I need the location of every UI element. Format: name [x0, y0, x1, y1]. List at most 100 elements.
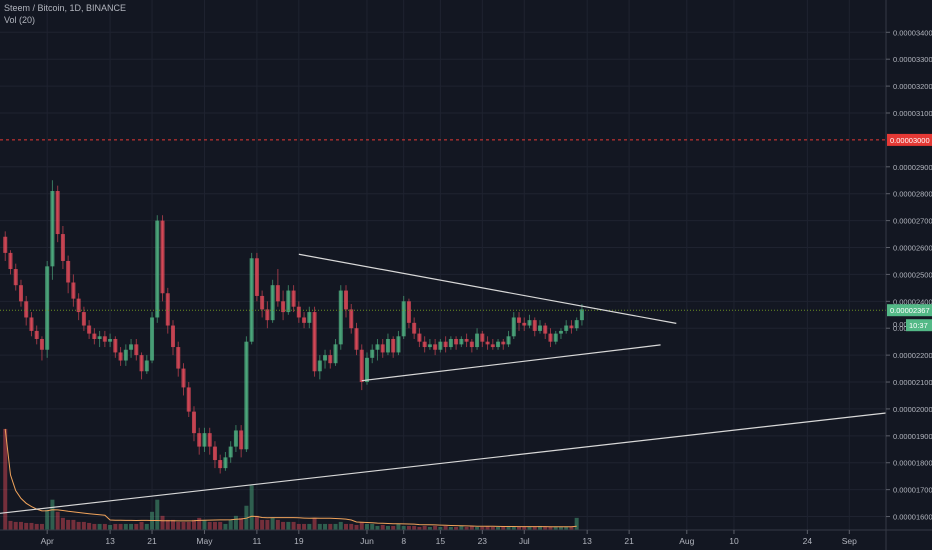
candle-body	[328, 355, 333, 364]
volume-bar	[87, 522, 92, 530]
time-tick-label: Jul	[519, 536, 530, 546]
candle-body	[553, 333, 558, 342]
volume-bar	[108, 524, 113, 530]
time-tick-label: Apr	[41, 536, 54, 546]
candle-body	[574, 320, 579, 329]
volume-bar	[71, 519, 76, 530]
volume-bar	[160, 515, 165, 530]
candle-body	[139, 355, 144, 372]
candle-body	[490, 344, 495, 348]
candle-body	[150, 317, 155, 361]
candle-body	[401, 301, 406, 337]
volume-bar	[422, 525, 427, 530]
candle-body	[307, 312, 312, 323]
volume-bar	[81, 521, 86, 530]
volume-bar	[574, 517, 579, 530]
candle-body	[443, 341, 448, 348]
volume-bar	[113, 523, 118, 530]
candle-body	[281, 301, 286, 313]
volume-bar	[239, 517, 244, 530]
volume-bar	[249, 485, 254, 530]
candle-body	[239, 430, 244, 450]
volume-bar	[496, 526, 501, 530]
candle-body	[233, 430, 238, 447]
price-tick-label: 0.00002600	[893, 244, 932, 253]
volume-bar	[265, 519, 270, 530]
candle-body	[469, 341, 474, 348]
volume-bar	[443, 525, 448, 530]
current-price-badge	[887, 304, 932, 317]
price-axis-background	[886, 0, 932, 550]
volume-bar	[391, 525, 396, 530]
trendline-1	[361, 344, 661, 382]
candle-body	[113, 338, 118, 353]
candle-body	[260, 295, 265, 310]
price-tick-label: 0.00001700	[893, 486, 932, 495]
volume-bar	[433, 525, 438, 530]
candle-body	[45, 266, 50, 350]
candle-body	[338, 290, 343, 345]
volume-bar	[506, 525, 511, 530]
candle-body	[228, 446, 233, 458]
volume-bar	[532, 526, 537, 530]
volume-bar	[317, 523, 322, 530]
candle-body	[496, 341, 501, 348]
candle-body	[8, 252, 13, 270]
symbol-legend[interactable]: Steem / Bitcoin, 1D, BINANCE	[4, 3, 127, 13]
volume-bar	[406, 525, 411, 530]
volume-bar	[223, 523, 228, 530]
volume-bar	[517, 526, 522, 530]
price-tick-label: 0.00002800	[893, 190, 932, 199]
trendline-2	[0, 412, 887, 514]
volume-bar	[417, 526, 422, 530]
volume-bar	[328, 523, 333, 530]
volume-bar	[218, 521, 223, 530]
volume-bar	[165, 519, 170, 530]
volume-bar	[438, 526, 443, 530]
volume-bar	[66, 519, 71, 530]
candle-body	[291, 290, 296, 307]
price-tick-label: 0.00002200	[893, 351, 932, 360]
volume-bar	[176, 521, 181, 530]
candle-body	[24, 301, 29, 318]
candle-body	[3, 236, 8, 253]
resistance-level-badge	[887, 133, 932, 146]
volume-bar	[323, 523, 328, 530]
candle-body	[270, 285, 275, 321]
candle-body	[543, 325, 548, 334]
time-tick-label: Sep	[842, 536, 857, 546]
volume-bar	[286, 521, 291, 530]
volume-bar	[558, 526, 563, 530]
candle-body	[527, 320, 532, 326]
candle-body	[76, 298, 81, 313]
price-tick-label: 0.00003200	[893, 82, 932, 91]
candle-body	[218, 460, 223, 469]
candle-body	[254, 258, 259, 296]
candle-body	[558, 330, 563, 334]
price-tick-label: 0.00002100	[893, 378, 932, 387]
volume-bar	[212, 521, 217, 530]
candle-body	[202, 433, 207, 447]
candle-body	[385, 338, 390, 353]
volume-legend[interactable]: Vol (20)	[4, 15, 36, 25]
candle-body	[181, 368, 186, 388]
volume-bar	[448, 526, 453, 530]
volume-bar	[401, 525, 406, 530]
candle-body	[118, 352, 123, 361]
volume-bar	[364, 523, 369, 530]
volume-bar	[302, 523, 307, 530]
trendline-0	[298, 253, 677, 324]
candle-body	[485, 341, 490, 345]
volume-bar	[50, 499, 55, 530]
volume-bar	[39, 523, 44, 530]
volume-bar	[564, 526, 569, 530]
volume-bar	[197, 517, 202, 530]
candle-body	[333, 344, 338, 364]
candle-body	[522, 322, 527, 326]
volume-bar	[338, 521, 343, 530]
candle-body	[60, 234, 65, 261]
candle-body	[454, 338, 459, 345]
